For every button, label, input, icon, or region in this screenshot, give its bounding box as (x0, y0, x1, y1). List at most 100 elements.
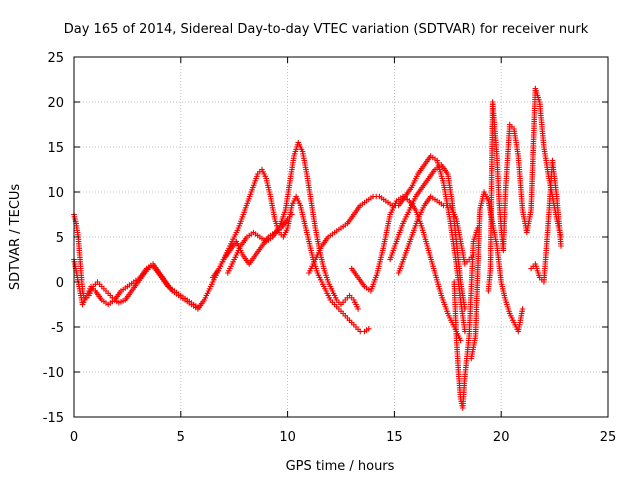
grid (74, 57, 608, 417)
interpolated-markers (300, 150, 310, 175)
interpolated-markers (549, 159, 560, 197)
interpolated-markers (512, 321, 520, 332)
interpolated-markers (451, 281, 460, 337)
interpolated-markers (247, 254, 258, 265)
interpolated-markers (80, 294, 89, 305)
interpolated-markers (385, 199, 393, 207)
x-tick-label: 10 (279, 430, 296, 445)
interpolated-markers (528, 87, 539, 211)
interpolated-markers (202, 285, 213, 301)
interpolated-markers (232, 245, 243, 260)
interpolated-markers (458, 299, 468, 332)
interpolated-markers (466, 240, 477, 337)
y-tick-label: -5 (51, 321, 64, 336)
interpolated-markers (515, 155, 526, 211)
interpolated-markers (368, 272, 380, 292)
interpolated-markers (427, 168, 437, 180)
interpolated-markers (211, 267, 221, 279)
interpolated-markers (533, 88, 542, 103)
interpolated-markers (294, 195, 303, 206)
series-arc-2 (71, 211, 295, 312)
interpolated-markers (430, 154, 438, 162)
x-tick-label: 20 (493, 430, 510, 445)
interpolated-markers (388, 240, 399, 260)
interpolated-markers (366, 195, 374, 203)
y-tick-label: 5 (56, 231, 64, 246)
interpolated-markers (403, 186, 413, 198)
interpolated-markers (93, 290, 104, 301)
interpolated-markers (277, 209, 288, 229)
interpolated-markers (403, 236, 414, 256)
interpolated-markers (249, 173, 260, 193)
y-tick-labels: 25 20 15 10 5 0 -5 -10 -15 (43, 51, 64, 426)
series-arc-3 (210, 166, 372, 335)
interpolated-markers (445, 173, 455, 202)
interpolated-markers (443, 202, 450, 209)
y-tick-label: 25 (47, 51, 64, 66)
interpolated-markers (541, 222, 551, 283)
interpolated-markers (77, 263, 86, 292)
interpolated-markers (138, 267, 149, 279)
data-points (71, 85, 564, 411)
interpolated-markers (226, 258, 236, 274)
series-arc-9 (451, 225, 481, 411)
interpolated-markers (130, 281, 140, 292)
interpolated-markers (308, 200, 318, 229)
interpolated-markers (458, 281, 468, 310)
interpolated-markers (281, 227, 290, 238)
interpolated-markers (96, 281, 103, 287)
interpolated-markers (422, 195, 433, 207)
interpolated-markers (373, 193, 379, 200)
interpolated-markers (439, 164, 450, 175)
interpolated-markers (378, 195, 387, 203)
interpolated-markers (462, 335, 472, 377)
interpolated-markers (123, 290, 134, 301)
interpolated-markers (252, 231, 261, 239)
interpolated-markers (426, 249, 438, 274)
interpolated-markers (190, 303, 199, 311)
interpolated-markers (352, 204, 362, 216)
interpolated-markers (455, 371, 464, 400)
interpolated-markers (113, 290, 123, 301)
interpolated-markers (453, 240, 464, 283)
interpolated-markers (496, 200, 504, 229)
interpolated-markers (454, 218, 463, 242)
interpolated-markers (307, 258, 318, 274)
interpolated-markers (430, 195, 438, 203)
interpolated-markers (120, 285, 129, 293)
interpolated-markers (268, 195, 278, 220)
interpolated-markers (230, 227, 241, 242)
interpolated-markers (502, 124, 513, 193)
interpolated-markers (351, 321, 357, 328)
interpolated-markers (320, 236, 330, 247)
interpolated-markers (498, 281, 508, 301)
interpolated-markers (254, 245, 264, 256)
interpolated-markers (345, 213, 356, 225)
interpolated-markers (326, 281, 335, 292)
interpolated-markers (416, 164, 426, 175)
interpolated-markers (330, 290, 339, 301)
interpolated-markers (492, 128, 500, 157)
interpolated-markers (401, 209, 412, 224)
interpolated-markers (388, 200, 399, 215)
interpolated-markers (436, 199, 445, 207)
interpolated-markers (101, 298, 109, 306)
interpolated-markers (356, 276, 366, 288)
interpolated-markers (482, 191, 491, 202)
interpolated-markers (363, 285, 372, 293)
axis-ticks (73, 56, 609, 418)
interpolated-markers (239, 236, 249, 247)
interpolated-markers (453, 335, 462, 373)
interpolated-markers (321, 267, 331, 283)
interpolated-markers (511, 128, 521, 157)
y-tick-label: -10 (43, 366, 64, 381)
chart-title: Day 165 of 2014, Sidereal Day-to-day VTE… (64, 22, 589, 37)
series-arc-8 (395, 193, 477, 276)
interpolated-markers (171, 289, 180, 297)
interpolated-markers (333, 226, 342, 234)
interpolated-markers (296, 141, 305, 152)
interpolated-markers (223, 240, 234, 256)
interpolated-markers (146, 262, 154, 270)
interpolated-markers (298, 204, 307, 224)
